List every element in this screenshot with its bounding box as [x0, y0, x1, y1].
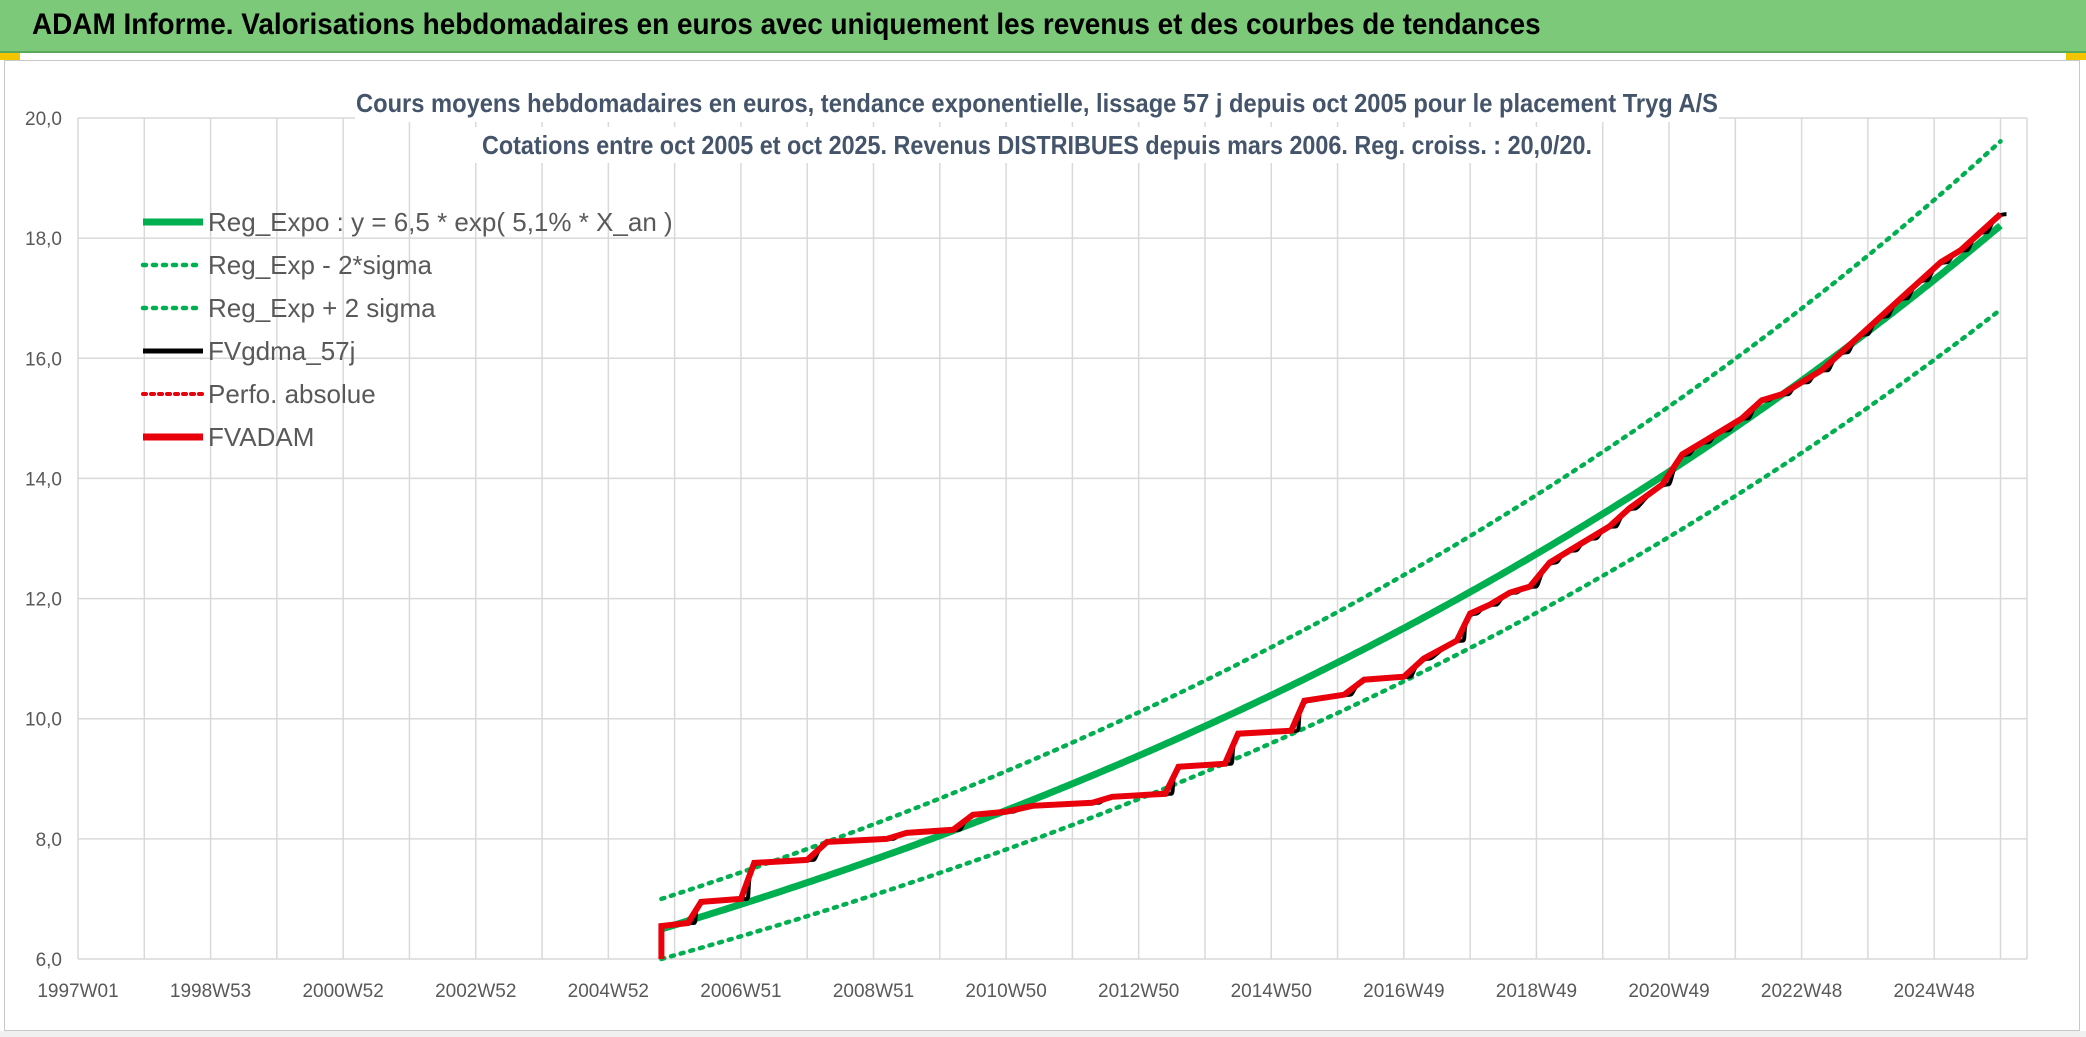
x-tick-label: 2004W52 [568, 981, 649, 1002]
x-tick-label: 2018W49 [1496, 981, 1577, 1002]
x-tick-label: 2014W50 [1231, 981, 1312, 1002]
series-fvgdma-57j [661, 212, 2007, 928]
y-tick-label: 10,0 [25, 710, 62, 731]
series-reg-minus-2sigma [659, 307, 2003, 962]
x-tick-label: 2012W50 [1098, 981, 1179, 1002]
x-tick-label: 2006W51 [700, 981, 781, 1002]
legend-reg-plus-2sigma-label: Reg_Exp + 2 sigma [208, 293, 436, 323]
y-tick-label: 8,0 [36, 830, 62, 851]
chart-title-line2: Cotations entre oct 2005 et oct 2025. Re… [482, 130, 1592, 160]
banner-title: ADAM Informe. Valorisations hebdomadaire… [32, 8, 1541, 41]
y-tick-label: 18,0 [25, 229, 62, 250]
chart-title-line1: Cours moyens hebdomadaires en euros, ten… [356, 88, 1718, 118]
corner-mark-left [0, 53, 20, 60]
banner: ADAM Informe. Valorisations hebdomadaire… [0, 0, 2086, 53]
title-background-1 [355, 86, 1719, 122]
series-group [658, 139, 2007, 962]
title-background-2 [475, 127, 1599, 163]
x-tick-label: 2016W49 [1363, 981, 1444, 1002]
legend-fvgdma-57j-label: FVgdma_57j [208, 336, 355, 366]
chart-frame [4, 60, 2080, 1031]
x-tick-label: 2008W51 [833, 981, 914, 1002]
y-tick-label: 14,0 [25, 469, 62, 490]
series-fvadam [658, 211, 2003, 959]
x-tick-label: 2000W52 [302, 981, 383, 1002]
tick-labels: 6,0 8,0 10,0 12,0 14,0 16,0 18,0 20,0 1997W01 199… [25, 109, 1975, 1002]
x-tick-label: 1997W01 [37, 981, 118, 1002]
y-tick-label: 6,0 [36, 950, 62, 971]
x-tick-label: 2020W49 [1628, 981, 1709, 1002]
y-tick-label: 16,0 [25, 349, 62, 370]
corner-mark-right [2066, 53, 2086, 60]
legend-reg-expo-label: Reg_Expo : y = 6,5 * exp( 5,1% * X_an ) [208, 207, 673, 237]
legend-perfo-absolue-label: Perfo. absolue [208, 379, 376, 409]
x-tick-label: 2024W48 [1894, 981, 1975, 1002]
x-tick-label: 1998W53 [170, 981, 251, 1002]
series-reg-expo [660, 222, 2003, 933]
x-tick-label: 2010W50 [965, 981, 1046, 1002]
legend-fvadam-label: FVADAM [208, 422, 314, 452]
legend-reg-minus-2sigma-label: Reg_Exp - 2*sigma [208, 250, 433, 280]
legend: Reg_Expo : y = 6,5 * exp( 5,1% * X_an ) R… [140, 207, 673, 452]
bottom-strip [0, 1031, 2086, 1037]
series-reg-plus-2sigma [659, 139, 2003, 902]
grid [77, 117, 2028, 960]
x-tick-label: 2022W48 [1761, 981, 1842, 1002]
y-tick-label: 20,0 [25, 109, 62, 130]
y-tick-label: 12,0 [25, 590, 62, 611]
x-tick-label: 2002W52 [435, 981, 516, 1002]
